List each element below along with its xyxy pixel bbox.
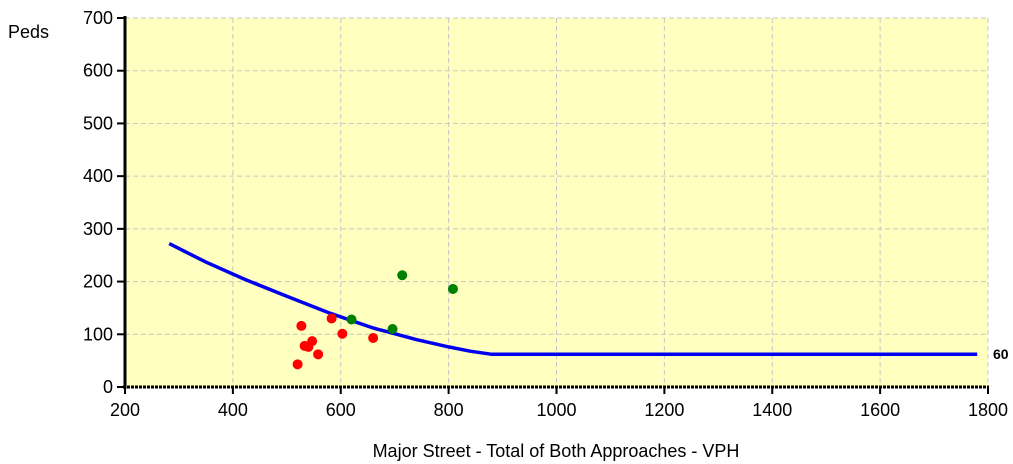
threshold-end-label: 60 <box>993 346 1009 362</box>
point-below-threshold <box>326 313 337 324</box>
threshold-curve <box>168 242 978 357</box>
y-tick-label: 0 <box>103 377 113 397</box>
point-below-threshold <box>368 332 379 343</box>
data-points <box>292 270 458 370</box>
point-below-threshold <box>292 359 303 370</box>
point-below-threshold <box>307 336 318 347</box>
x-tick-label: 800 <box>434 400 464 420</box>
x-tick-label: 1000 <box>536 400 576 420</box>
point-below-threshold <box>337 328 348 339</box>
x-tick-label: 600 <box>326 400 356 420</box>
y-tick-label: 200 <box>83 272 113 292</box>
x-axis-ticks: 200 400 600 800 1000 1200 1400 1600 1800 <box>110 387 1008 420</box>
y-axis-ticks: 0 100 200 300 400 500 600 700 <box>83 8 125 397</box>
point-above-threshold <box>346 314 357 325</box>
x-tick-label: 1400 <box>752 400 792 420</box>
grid <box>125 17 989 387</box>
y-tick-label: 300 <box>83 219 113 239</box>
point-above-threshold <box>447 283 458 294</box>
x-tick-label: 400 <box>218 400 248 420</box>
x-tick-label: 1200 <box>644 400 684 420</box>
y-tick-label: 700 <box>83 8 113 28</box>
point-below-threshold <box>313 349 324 360</box>
y-tick-label: 100 <box>83 324 113 344</box>
y-axis-title: Peds <box>8 22 49 42</box>
point-above-threshold <box>387 324 398 335</box>
x-tick-label: 1600 <box>860 400 900 420</box>
y-tick-label: 500 <box>83 113 113 133</box>
point-above-threshold <box>397 270 408 281</box>
x-tick-label: 1800 <box>968 400 1008 420</box>
x-tick-label: 200 <box>110 400 140 420</box>
y-tick-label: 600 <box>83 61 113 81</box>
y-tick-label: 400 <box>83 166 113 186</box>
x-axis-title: Major Street - Total of Both Approaches … <box>373 441 740 461</box>
point-below-threshold <box>296 320 307 331</box>
